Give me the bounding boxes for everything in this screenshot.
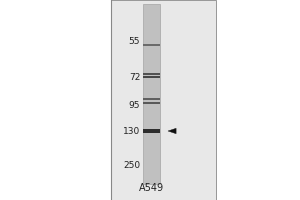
Text: 72: 72 bbox=[129, 73, 140, 82]
Bar bbox=[143, 98, 160, 100]
Polygon shape bbox=[168, 128, 176, 134]
Bar bbox=[143, 76, 160, 78]
Bar bbox=[143, 4, 160, 184]
Bar bbox=[143, 73, 160, 75]
Text: 130: 130 bbox=[123, 128, 140, 136]
Bar bbox=[143, 129, 160, 133]
Bar bbox=[143, 44, 160, 46]
Text: A549: A549 bbox=[139, 183, 164, 193]
Text: 55: 55 bbox=[129, 36, 140, 46]
Text: 95: 95 bbox=[129, 102, 140, 110]
Bar bbox=[111, 0, 216, 200]
Bar bbox=[143, 102, 160, 104]
Text: 250: 250 bbox=[123, 162, 140, 170]
